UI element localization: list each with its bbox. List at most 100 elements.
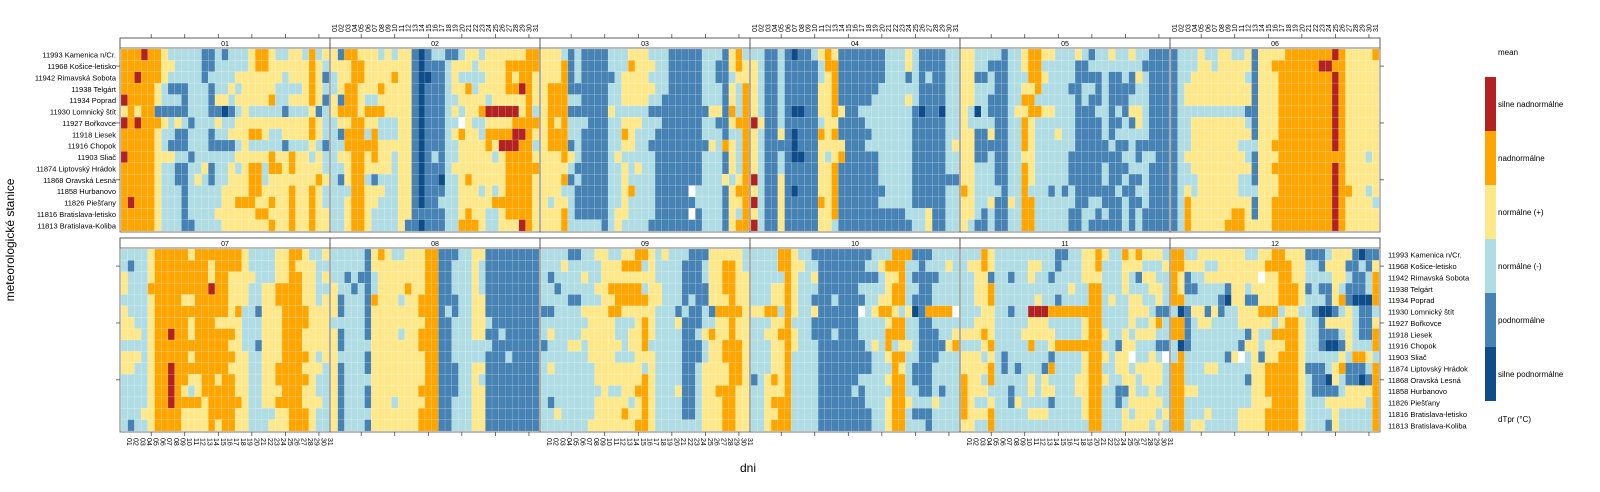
heatmap-cell [464, 317, 473, 329]
heatmap-cell [581, 396, 589, 409]
heatmap-cell [404, 48, 412, 61]
heatmap-cell [518, 173, 526, 186]
heatmap-cell [201, 305, 209, 318]
heatmap-cell [1135, 185, 1143, 198]
heatmap-cell [715, 117, 723, 129]
heatmap-cell [715, 328, 723, 341]
heatmap-cell [574, 162, 582, 175]
heatmap-cell [167, 151, 175, 164]
heatmap-cell [695, 373, 703, 386]
heatmap-cell [1211, 196, 1219, 209]
heatmap-cell [864, 260, 873, 273]
heatmap-cell [701, 60, 709, 73]
heatmap-cell [594, 419, 602, 432]
heatmap-cell [1325, 185, 1333, 198]
heatmap-cell [1027, 105, 1036, 118]
heatmap-cell [120, 117, 128, 129]
heatmap-cell [134, 185, 142, 198]
heatmap-cell [911, 71, 919, 84]
heatmap-cell [777, 260, 785, 273]
heatmap-cell [451, 71, 459, 84]
heatmap-cell [404, 373, 412, 386]
heatmap-cell [261, 351, 269, 364]
heatmap-cell [905, 305, 913, 318]
heatmap-cell [674, 294, 683, 307]
heatmap-cell [574, 317, 582, 329]
heatmap-cell [634, 260, 642, 273]
heatmap-cell [511, 339, 520, 352]
heatmap-cell [735, 208, 743, 220]
heatmap-cell [438, 139, 446, 152]
heatmap-cell [1021, 196, 1029, 209]
heatmap-cell [607, 271, 616, 284]
heatmap-cell [594, 282, 602, 295]
heatmap-cell [715, 71, 723, 84]
heatmap-cell [1311, 173, 1319, 186]
heatmap-cell [194, 162, 202, 175]
heatmap-cell [1271, 173, 1279, 186]
heatmap-cell [1034, 117, 1042, 129]
heatmap-cell [791, 208, 799, 220]
heatmap-cell [431, 185, 439, 198]
heatmap-cell [757, 351, 765, 364]
heatmap-cell [120, 260, 128, 273]
heatmap-cell [601, 248, 609, 261]
heatmap-cell [1007, 208, 1015, 220]
heatmap-cell [1061, 60, 1069, 73]
heatmap-cell [587, 139, 595, 152]
heatmap-cell [797, 305, 805, 318]
heatmap-cell [1244, 162, 1252, 175]
heatmap-cell [554, 385, 562, 398]
heatmap-cell [661, 305, 669, 318]
heatmap-cell [357, 385, 365, 398]
heatmap-cell [831, 339, 839, 352]
heatmap-cell [708, 48, 716, 61]
heatmap-cell [518, 219, 526, 232]
heatmap-cell [668, 282, 676, 295]
heatmap-cell [688, 305, 696, 318]
heatmap-cell [817, 271, 826, 284]
heatmap-cell [201, 282, 209, 295]
heatmap-cell [391, 385, 399, 398]
heatmap-cell [1251, 82, 1259, 95]
heatmap-cell [377, 173, 385, 186]
heatmap-cell [181, 162, 189, 175]
heatmap-cell [654, 317, 663, 329]
heatmap-cell [987, 173, 995, 186]
heatmap-cell [411, 185, 419, 198]
heatmap-cell [757, 196, 765, 209]
heatmap-cell [721, 248, 730, 261]
heatmap-cell [1251, 196, 1259, 209]
heatmap-cell [254, 419, 263, 432]
heatmap-cell [1061, 162, 1069, 175]
heatmap-cell [424, 271, 432, 284]
heatmap-cell [1318, 162, 1326, 175]
heatmap-cell [884, 328, 893, 341]
heatmap-cell [898, 71, 906, 84]
heatmap-cell [288, 271, 296, 284]
heatmap-cell [1162, 173, 1170, 186]
heatmap-cell [980, 139, 989, 152]
heatmap-cell [1155, 151, 1163, 164]
heatmap-cell [878, 219, 886, 232]
heatmap-cell [411, 151, 419, 164]
heatmap-cell [134, 260, 142, 273]
heatmap-cell [241, 408, 249, 420]
heatmap-cell [1372, 71, 1380, 84]
day-tick-label: 02 [132, 438, 139, 446]
heatmap-cell [560, 260, 569, 273]
heatmap-cell [254, 408, 263, 420]
heatmap-cell [581, 82, 589, 95]
heatmap-cell [404, 94, 412, 107]
heatmap-cell [451, 408, 459, 420]
day-tick-label: 17 [859, 24, 866, 32]
heatmap-cell [1284, 208, 1293, 220]
heatmap-cell [681, 317, 689, 329]
heatmap-cell [261, 48, 269, 61]
heatmap-cell [960, 105, 968, 118]
heatmap-cell [554, 151, 562, 164]
heatmap-cell [532, 139, 540, 152]
heatmap-cell [905, 219, 913, 232]
heatmap-cell [451, 185, 459, 198]
